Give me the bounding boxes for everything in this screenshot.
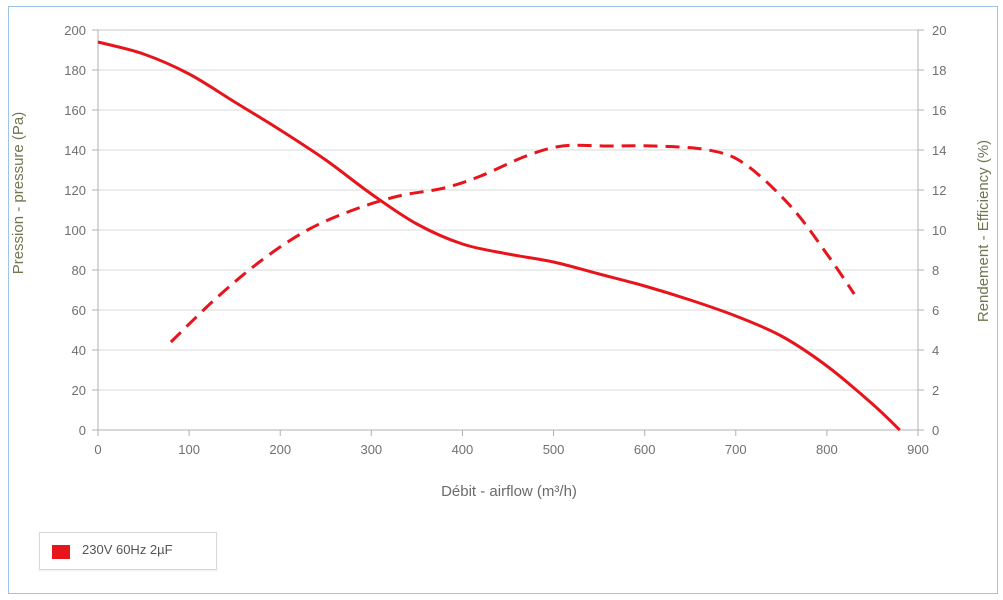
- y-right-tick-label: 20: [932, 23, 946, 38]
- y-right-ticks: 0 2 4 6 8 10 12 14 16 18 20: [918, 23, 946, 438]
- y-left-tick-label: 180: [64, 63, 86, 78]
- x-tick-label: 0: [94, 442, 101, 457]
- y-left-tick-label: 20: [72, 383, 86, 398]
- chart-frame: 0 100 200 300 400 500 600 700 800 900 0 20 40 60 80 10…: [8, 6, 998, 594]
- x-ticks: 0 100 200 300 400 500 600 700 800 900: [94, 430, 929, 457]
- y-right-tick-label: 0: [932, 423, 939, 438]
- y-right-tick-label: 18: [932, 63, 946, 78]
- x-tick-label: 200: [269, 442, 291, 457]
- series-group: [97, 40, 901, 432]
- y-left-tick-label: 80: [72, 263, 86, 278]
- grid: [98, 29, 918, 431]
- y-left-tick-label: 120: [64, 183, 86, 198]
- x-tick-label: 700: [725, 442, 747, 457]
- y-left-tick-label: 60: [72, 303, 86, 318]
- x-tick-label: 500: [543, 442, 565, 457]
- x-tick-label: 600: [634, 442, 656, 457]
- x-tick-label: 400: [452, 442, 474, 457]
- y-left-tick-label: 160: [64, 103, 86, 118]
- y-right-tick-label: 16: [932, 103, 946, 118]
- x-tick-label: 800: [816, 442, 838, 457]
- y-left-tick-label: 200: [64, 23, 86, 38]
- chart-svg: 0 100 200 300 400 500 600 700 800 900 02040608010…: [10, 23, 992, 500]
- y-right-tick-label: 8: [932, 263, 939, 278]
- y-left-tick-label: 40: [72, 343, 86, 358]
- y-right-axis-title: Rendement - Efficiency (%): [975, 140, 992, 322]
- y-left-tick-label: 0: [79, 423, 86, 438]
- x-axis-title: Débit - airflow (m³/h): [441, 483, 577, 500]
- y-right-tick-label: 2: [932, 383, 939, 398]
- x-tick-label: 300: [360, 442, 382, 457]
- y-right-tick-label: 6: [932, 303, 939, 318]
- efficiency-series-line: [169, 143, 856, 344]
- x-tick-label: 900: [907, 442, 929, 457]
- y-left-tick-label: 140: [64, 143, 86, 158]
- y-right-tick-label: 12: [932, 183, 946, 198]
- y-right-tick-label: 4: [932, 343, 939, 358]
- y-left-axis-title: Pression - pressure (Pa): [10, 112, 27, 275]
- y-left-ticks: 0 20 40 60 80 100 120 140 160 180 200: [64, 23, 98, 438]
- y-left-tick-label: 100: [64, 223, 86, 238]
- legend-label: 230V 60Hz 2µF: [82, 542, 173, 557]
- legend[interactable]: 230V 60Hz 2µF: [39, 532, 217, 570]
- y-right-tick-label: 14: [932, 143, 946, 158]
- pressure-series-line: [97, 40, 901, 432]
- y-right-tick-label: 10: [932, 223, 946, 238]
- x-tick-label: 100: [178, 442, 200, 457]
- legend-swatch: [52, 545, 70, 559]
